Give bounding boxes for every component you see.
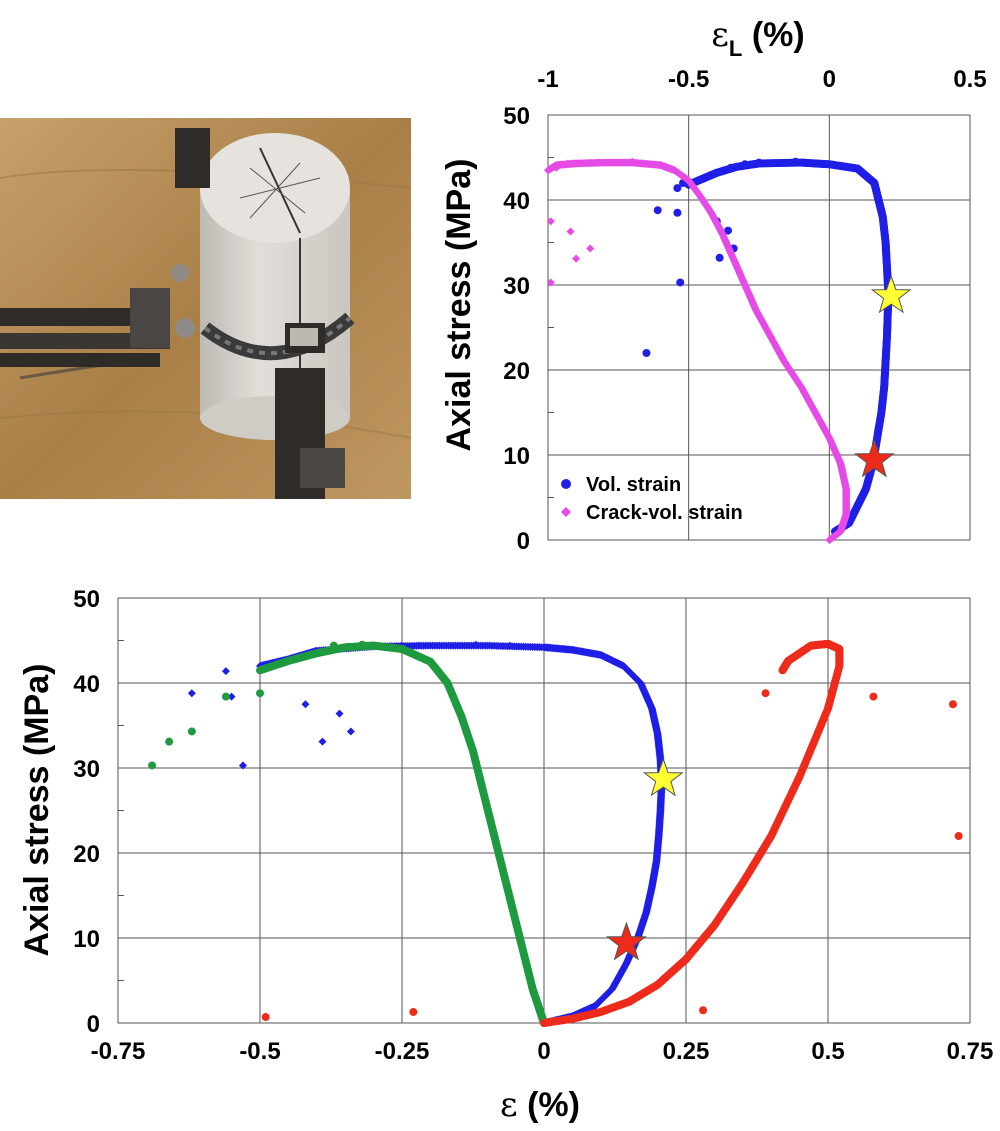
data-point (715, 253, 724, 262)
series-1 (544, 157, 851, 544)
y-tick-label: 10 (73, 926, 100, 953)
data-point (594, 158, 603, 167)
data-point (358, 640, 367, 649)
data-point (724, 226, 733, 235)
y-tick-label: 20 (73, 841, 100, 868)
top-stress-strain-chart: -1 -0.5 0 0.5 0 10 20 30 40 50 Vol. strain Crack-v… (440, 15, 987, 555)
data-point (642, 349, 651, 357)
x-tick-label: 0 (823, 66, 836, 93)
bottom-stress-strain-chart: -0.75 -0.5 -0.25 0 0.25 0.5 0.75 0 10 20 30 40 50 ε … (18, 586, 994, 1125)
bottom-y-axis-label: Axial stress (MPa) (18, 664, 56, 957)
data-point (755, 158, 763, 167)
y-tick-label: 30 (503, 273, 530, 300)
data-point (761, 689, 770, 698)
data-point (415, 641, 424, 650)
data-point (676, 278, 685, 287)
data-point (546, 278, 555, 287)
x-tick-label: 0.5 (811, 1038, 844, 1065)
star-marker (853, 438, 895, 478)
legend-label: Crack-vol. strain (586, 502, 743, 524)
data-point (778, 666, 787, 675)
data-point (552, 163, 561, 172)
x-tick-label: -0.5 (668, 66, 709, 93)
legend-marker (561, 507, 571, 517)
data-point (221, 692, 230, 701)
x-tick-label: 0.75 (947, 1038, 994, 1065)
x-tick-label: -0.75 (91, 1038, 146, 1065)
series-1 (148, 640, 548, 1027)
y-tick-label: 30 (73, 756, 100, 783)
lvdt-arm-left (0, 128, 210, 367)
data-point (346, 727, 355, 736)
data-point (586, 244, 595, 253)
data-point (238, 761, 247, 770)
x-tick-label: 0 (537, 1038, 550, 1065)
data-point (329, 641, 338, 650)
series-2 (261, 639, 963, 1027)
x-tick-label: 0.25 (663, 1038, 710, 1065)
data-point (227, 692, 236, 701)
data-point (954, 832, 963, 840)
y-tick-label: 10 (503, 443, 530, 470)
data-point (301, 700, 310, 709)
star-marker (642, 757, 684, 797)
star-marker (605, 921, 647, 961)
data-point (673, 208, 682, 217)
data-point (148, 761, 157, 770)
data-point (546, 217, 555, 226)
specimen-photo (0, 118, 411, 499)
data-point (409, 1007, 418, 1016)
top-y-axis-label: Axial stress (MPa) (440, 159, 478, 452)
data-point (544, 166, 552, 175)
star-marker (870, 274, 912, 314)
data-point (566, 227, 575, 236)
data-point (187, 727, 196, 736)
y-tick-label: 0 (87, 1011, 100, 1038)
legend-marker (561, 479, 571, 489)
x-tick-label: -0.5 (239, 1038, 280, 1065)
data-point (699, 1006, 708, 1015)
plot-area (547, 114, 971, 541)
data-point (221, 667, 230, 676)
data-point (187, 689, 196, 698)
data-point (948, 700, 957, 709)
y-tick-label: 50 (503, 103, 530, 130)
circumferential-chain-gauge (200, 312, 355, 361)
x-tick-label: 0.5 (953, 66, 986, 93)
y-tick-label: 40 (73, 671, 100, 698)
data-point (869, 692, 878, 701)
x-tick-label: -0.25 (375, 1038, 430, 1065)
data-point (791, 157, 800, 166)
data-point (256, 666, 264, 675)
data-point (256, 689, 264, 698)
data-point (471, 640, 480, 649)
data-point (563, 159, 572, 168)
data-point (318, 737, 327, 746)
data-point (628, 157, 637, 166)
top-x-axis-label: εL (%) (711, 15, 804, 61)
data-point (811, 159, 820, 168)
data-point (165, 737, 174, 746)
y-tick-label: 20 (503, 358, 530, 385)
bottom-x-axis-label: ε (%) (500, 1085, 580, 1125)
x-tick-label: -1 (537, 66, 558, 93)
y-tick-label: 50 (73, 586, 100, 613)
y-tick-label: 0 (517, 528, 530, 555)
data-point (261, 1013, 270, 1022)
data-point (572, 254, 581, 263)
data-point (505, 641, 514, 650)
legend-label: Vol. strain (586, 474, 681, 496)
data-point (673, 184, 682, 193)
data-point (726, 163, 735, 172)
data-point (653, 206, 662, 215)
lvdt-arm-right (275, 323, 345, 499)
data-point (335, 709, 344, 718)
data-point (740, 160, 749, 169)
y-tick-label: 40 (503, 188, 530, 215)
